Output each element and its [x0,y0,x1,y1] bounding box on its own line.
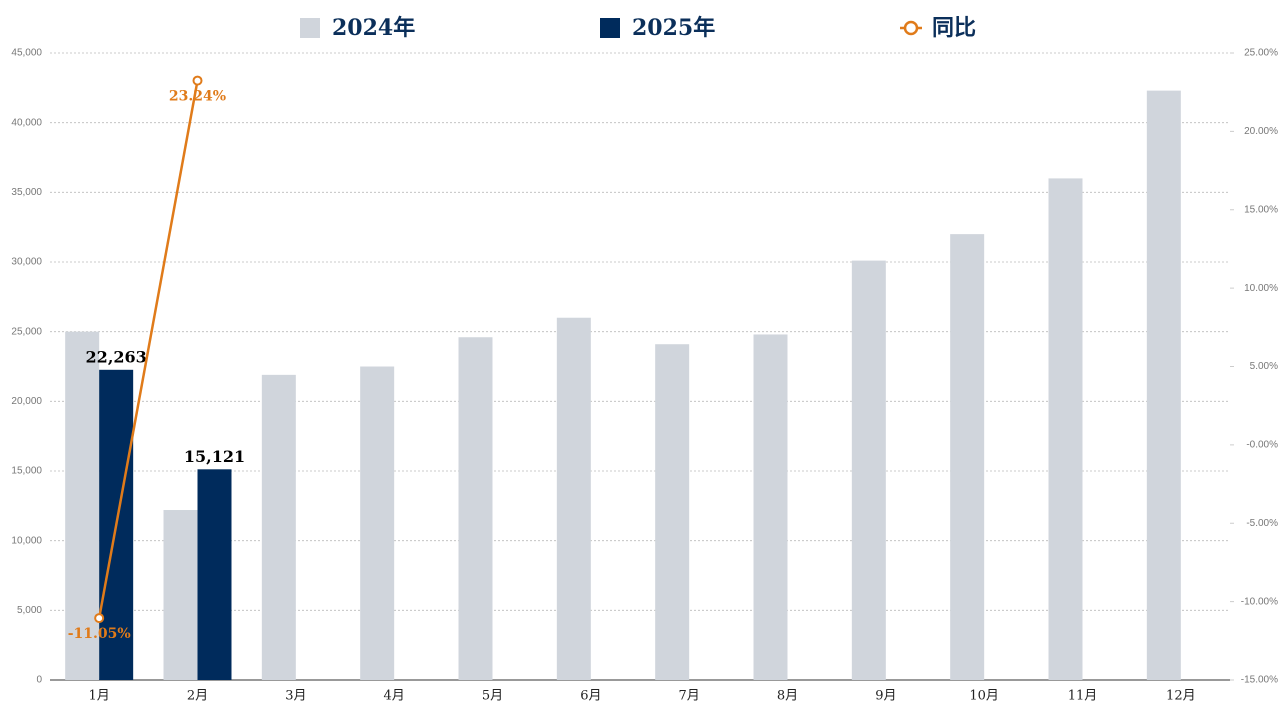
y2-tick-label: -0.00% [1246,440,1278,451]
data-label: 15,121 [184,447,245,466]
bar [1048,178,1083,680]
y-tick-label: 20,000 [11,396,42,407]
bar [65,331,100,680]
y2-tick-label: 15.00% [1244,204,1278,215]
bar [360,366,395,680]
bar [197,469,232,680]
legend-label: 2024年 [332,15,415,41]
x-tick-label: 7月 [679,689,700,704]
legend-label: 同比 [932,15,976,41]
bar [950,234,985,680]
y2-tick-label: 25.00% [1244,48,1278,59]
y2-tick-label: 5.00% [1250,361,1278,372]
bar [556,317,591,680]
bar [1146,90,1181,681]
y-tick-label: 10,000 [11,535,42,546]
data-label: 22,263 [86,347,147,366]
legend-label: 2025年 [632,15,715,41]
x-tick-label: 3月 [285,689,306,704]
legend-swatch [903,20,919,36]
x-tick-label: 11月 [1068,689,1098,704]
x-tick-label: 9月 [875,689,896,704]
y-tick-label: 40,000 [11,117,42,128]
bar [655,344,690,680]
y-tick-label: 45,000 [11,48,42,59]
y2-tick-label: 20.00% [1244,126,1278,137]
y-tick-label: 5,000 [17,605,42,616]
bar [261,374,296,680]
bar [851,260,886,680]
line-point [94,613,105,624]
x-tick-label: 12月 [1166,689,1196,704]
y-tick-label: 15,000 [11,466,42,477]
y2-tick-label: -15.00% [1241,675,1278,686]
data-label: 23.24% [169,89,226,105]
bar [458,337,493,680]
y-tick-label: 35,000 [11,187,42,198]
x-tick-label: 1月 [89,689,110,704]
x-tick-label: 8月 [777,689,798,704]
y2-tick-label: -5.00% [1246,518,1278,529]
legend-swatch [600,18,620,38]
x-tick-label: 5月 [482,689,503,704]
bar [753,334,788,680]
x-tick-label: 6月 [580,689,601,704]
x-tick-label: 2月 [187,689,208,704]
x-tick-label: 10月 [969,689,999,704]
legend-swatch [300,18,320,38]
y-tick-label: 25,000 [11,326,42,337]
y2-tick-label: 10.00% [1244,283,1278,294]
y-tick-label: 30,000 [11,257,42,268]
bar [163,510,198,680]
line [97,80,199,619]
x-tick-label: 4月 [384,689,405,704]
data-label: -11.05% [68,626,131,642]
y-tick-label: 0 [36,675,42,686]
y2-tick-label: -10.00% [1241,596,1278,607]
line-point [192,75,203,86]
